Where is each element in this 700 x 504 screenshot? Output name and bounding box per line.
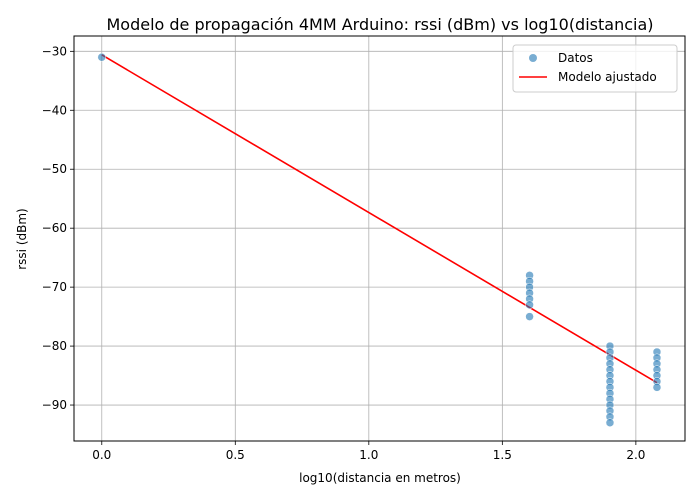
x-axis-label: log10(distancia en metros) bbox=[299, 471, 461, 485]
legend-label-modelo: Modelo ajustado bbox=[558, 70, 657, 84]
y-axis-ticks: −90 −80 −70 −60 −50 −40 −30 bbox=[42, 44, 74, 412]
x-tick-label: 2.0 bbox=[626, 448, 645, 462]
grid bbox=[74, 36, 685, 441]
legend-marker-datos bbox=[529, 54, 537, 62]
x-tick-label: 0.5 bbox=[226, 448, 245, 462]
fitted-model-line bbox=[101, 54, 658, 384]
plot-frame bbox=[73, 35, 686, 442]
legend-label-datos: Datos bbox=[558, 51, 593, 65]
y-tick-label: −30 bbox=[42, 44, 67, 58]
x-axis-ticks: 0.0 0.5 1.0 1.5 2.0 bbox=[92, 441, 645, 462]
chart-title: Modelo de propagación 4MM Arduino: rssi … bbox=[106, 15, 653, 34]
x-tick-label: 1.5 bbox=[493, 448, 512, 462]
y-tick-label: −50 bbox=[42, 162, 67, 176]
legend: Datos Modelo ajustado bbox=[512, 44, 678, 93]
x-tick-label: 0.0 bbox=[92, 448, 111, 462]
y-axis-label: rssi (dBm) bbox=[15, 208, 29, 270]
fitted-line-layer bbox=[101, 54, 658, 384]
data-point bbox=[97, 52, 107, 62]
data-point bbox=[525, 312, 534, 321]
y-tick-label: −80 bbox=[42, 339, 67, 353]
data-point bbox=[605, 418, 615, 427]
y-tick-label: −90 bbox=[42, 398, 67, 412]
legend-box bbox=[512, 44, 678, 93]
y-tick-label: −40 bbox=[42, 103, 67, 117]
y-tick-label: −60 bbox=[42, 221, 67, 235]
data-point bbox=[525, 300, 534, 310]
x-tick-label: 1.0 bbox=[359, 448, 378, 462]
y-tick-label: −70 bbox=[42, 280, 67, 294]
data-point bbox=[652, 383, 662, 392]
data-points-layer bbox=[97, 52, 662, 427]
